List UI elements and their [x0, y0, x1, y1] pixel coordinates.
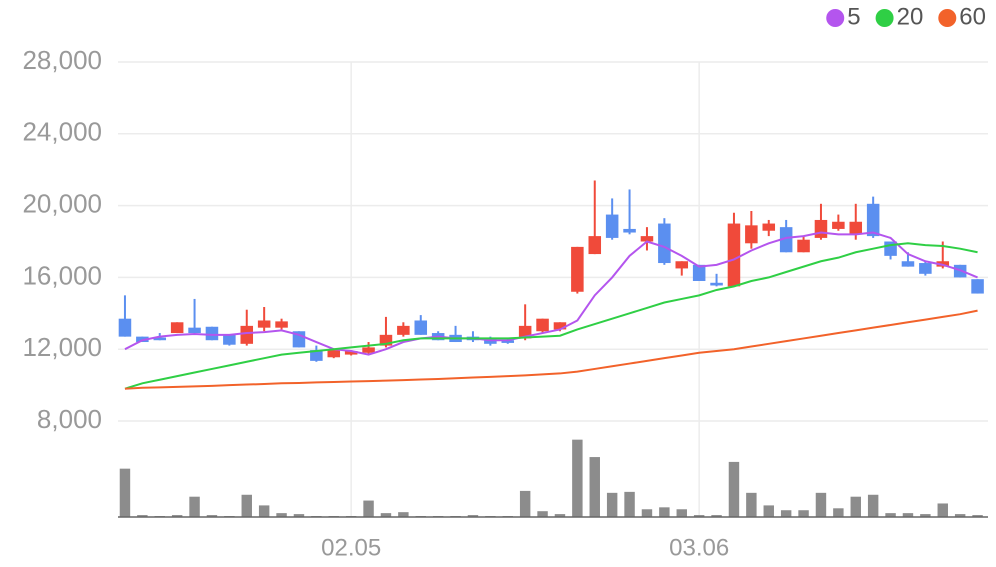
volume-bar: [711, 515, 722, 517]
volume-bar: [763, 505, 774, 517]
candle-body: [866, 203, 880, 237]
y-tick-label: 16,000: [22, 260, 102, 290]
candle-body: [397, 325, 410, 335]
volume-bar: [693, 515, 705, 517]
candle-body: [623, 228, 636, 233]
volume-bar: [137, 515, 148, 517]
ma-line: [124, 242, 978, 390]
ma-line: [124, 231, 978, 356]
legend-marker: [938, 9, 957, 27]
candle-body: [797, 239, 810, 253]
volume-bar: [850, 496, 861, 517]
volume-bar: [780, 510, 792, 517]
candle-body: [118, 318, 132, 337]
x-tick-label: 03.06: [669, 534, 729, 561]
ma-line: [124, 309, 978, 390]
volume-bar: [554, 514, 566, 517]
candle-body: [727, 223, 741, 287]
volume-bar: [171, 515, 183, 517]
volume-bar: [798, 510, 809, 517]
volume-bar: [954, 514, 966, 517]
volume-bar: [606, 492, 618, 517]
volume-bar: [467, 515, 479, 517]
candle-body: [344, 350, 358, 355]
candle-body: [414, 320, 428, 335]
volume-bar: [276, 513, 287, 517]
volume-bar: [363, 500, 374, 517]
candle-body: [327, 350, 341, 358]
volume-bar: [937, 503, 948, 517]
volume-bar: [867, 494, 879, 517]
candle-body: [310, 350, 323, 361]
candle-body: [553, 322, 567, 330]
volume-bar: [572, 439, 583, 517]
volume-bar: [380, 513, 392, 517]
candle-body: [710, 282, 723, 286]
candle-body: [501, 340, 515, 343]
candle-body: [605, 214, 619, 238]
candle-body: [745, 225, 758, 244]
legend-label: 20: [897, 3, 924, 30]
candle-body: [240, 325, 254, 344]
candle-body: [849, 221, 863, 235]
volume-bar: [589, 457, 600, 517]
candle-body: [919, 263, 932, 274]
volume-bar: [902, 513, 914, 517]
volume-bar: [833, 508, 844, 517]
candle-body: [675, 261, 689, 269]
volume-bar: [920, 514, 931, 517]
legend-label: 60: [959, 3, 986, 30]
volume-bar: [258, 505, 270, 517]
volume-bar: [206, 515, 218, 517]
volume-bar: [728, 461, 740, 517]
volume-bar: [519, 490, 531, 517]
volume-bar: [746, 492, 757, 517]
volume-bar: [119, 468, 131, 517]
volume-bar: [398, 512, 409, 517]
y-tick-label: 28,000: [22, 45, 102, 75]
volume-bar: [241, 494, 252, 517]
candle-body: [901, 261, 915, 267]
candle-body: [832, 221, 845, 229]
legend-marker: [826, 9, 845, 27]
candle-body: [571, 246, 584, 292]
candle-body: [153, 337, 167, 341]
candle-body: [379, 334, 393, 346]
x-tick-label: 02.05: [321, 534, 381, 561]
candle-body: [762, 223, 776, 231]
candle-body: [779, 227, 793, 253]
volume-bar: [624, 491, 635, 517]
candle-body: [170, 322, 184, 334]
volume-bar: [659, 507, 670, 517]
candle-body: [640, 236, 654, 242]
volume-bar: [885, 513, 896, 517]
volume-bar: [972, 515, 983, 517]
candle-body: [257, 320, 271, 328]
candle-body: [692, 264, 706, 281]
candle-body: [188, 327, 201, 334]
candle-body: [223, 334, 236, 345]
legend-label: 5: [847, 3, 860, 30]
candle-body: [814, 219, 828, 238]
candle-body: [205, 326, 219, 341]
volume-bar: [815, 492, 827, 517]
candle-body: [658, 223, 671, 264]
y-tick-label: 8,000: [37, 404, 102, 434]
candle-body: [362, 347, 375, 353]
candle-body: [275, 321, 288, 328]
volume-bar: [676, 509, 687, 517]
volume-bar: [537, 511, 548, 517]
volume-bar: [189, 496, 200, 517]
y-tick-label: 20,000: [22, 188, 102, 218]
y-tick-label: 12,000: [22, 332, 102, 362]
y-tick-label: 24,000: [22, 117, 102, 147]
legend-marker: [875, 9, 894, 27]
volume-bar: [293, 514, 305, 517]
candle-body: [588, 236, 602, 255]
volume-bar: [641, 509, 653, 517]
candle-body: [536, 318, 549, 332]
candle-body: [971, 279, 984, 294]
